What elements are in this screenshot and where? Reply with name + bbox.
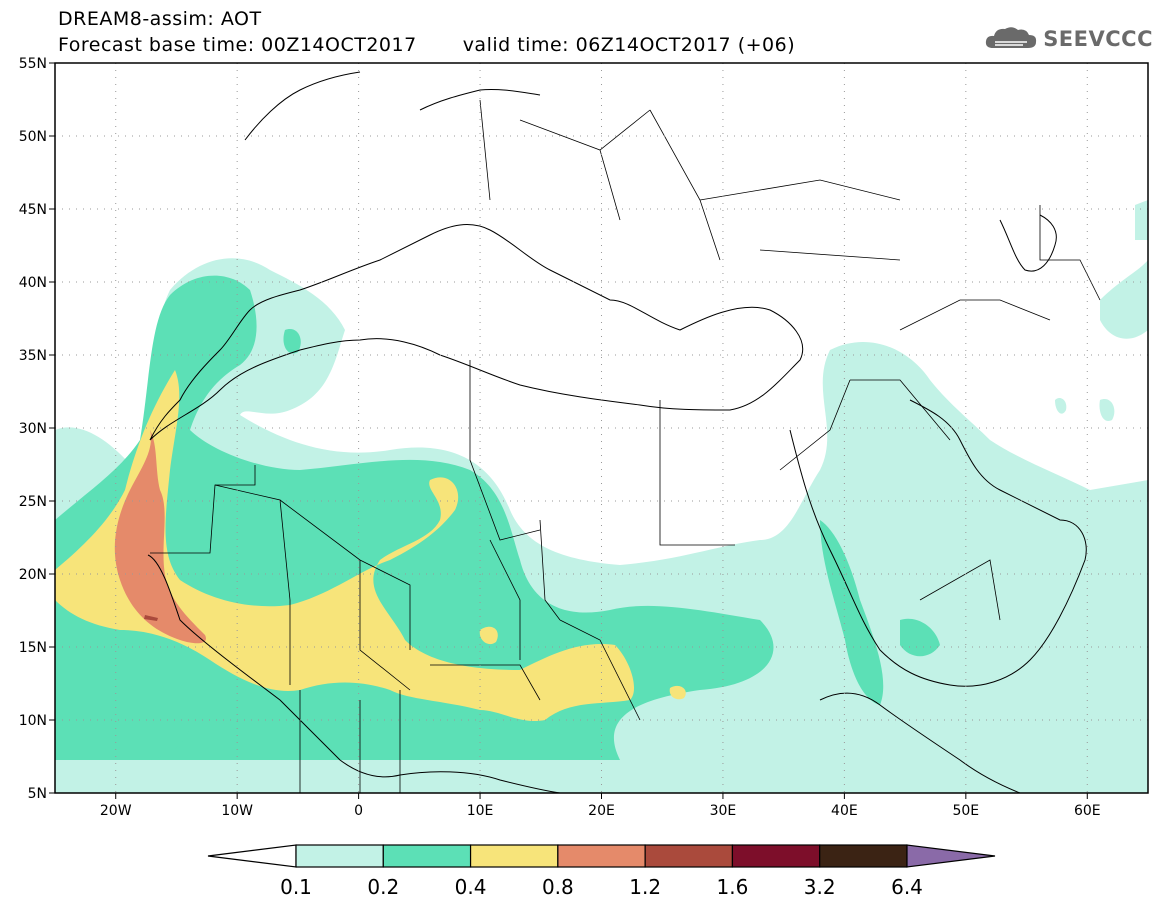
colorbar-tick-label: 6.4: [891, 875, 923, 899]
colorbar-low-arrow: [207, 844, 297, 868]
seevccc-logo: SEEVCCC: [983, 22, 1153, 56]
colorbar-bin: [469, 844, 559, 868]
colorbar-bin: [819, 844, 908, 868]
lon-tick-label: 0: [354, 803, 363, 819]
colorbar-tick-label: 0.4: [455, 875, 487, 899]
coastlines: [147, 71, 1087, 793]
colorbar-high-arrow: [906, 844, 996, 868]
longitude-axis: 20W 10W 0 10E 20E 30E 40E 50E 60E: [100, 793, 1101, 819]
colorbar-tick-label: 1.6: [717, 875, 749, 899]
logo-text: SEEVCCC: [1043, 27, 1153, 51]
forecast-base-time: Forecast base time: 00Z14OCT2017: [58, 34, 417, 56]
lon-tick-label: 30E: [710, 803, 737, 819]
lat-tick-label: 35N: [19, 348, 47, 364]
lat-tick-label: 15N: [19, 640, 47, 656]
colorbar-bin: [557, 844, 646, 868]
aot-field: [55, 200, 1148, 793]
lat-tick-label: 50N: [19, 129, 47, 145]
map-title: DREAM8-assim: AOT: [58, 8, 262, 30]
colorbar-tick-label: 0.1: [280, 875, 312, 899]
colorbar-tick-label: 0.8: [542, 875, 574, 899]
lat-tick-label: 5N: [28, 786, 47, 802]
colorbar-tick-label: 1.2: [629, 875, 661, 899]
lat-tick-label: 40N: [19, 275, 47, 291]
colorbar-bin: [644, 844, 734, 868]
lon-tick-label: 60E: [1074, 803, 1101, 819]
lon-tick-label: 20W: [100, 803, 132, 819]
lat-tick-label: 45N: [19, 202, 47, 218]
lon-tick-label: 10E: [467, 803, 494, 819]
lon-tick-label: 10W: [221, 803, 253, 819]
lon-tick-label: 50E: [952, 803, 979, 819]
valid-time: valid time: 06Z14OCT2017 (+06): [462, 34, 796, 56]
colorbar-tick-label: 3.2: [804, 875, 836, 899]
lat-tick-label: 10N: [19, 713, 47, 729]
map-subtitle: Forecast base time: 00Z14OCT2017 valid ti…: [58, 34, 795, 56]
latitude-axis: 55N 50N 45N 40N 35N 30N 25N 20N 15N 10N 5N: [19, 56, 55, 802]
lon-tick-label: 20E: [588, 803, 615, 819]
aot-colorbar: 0.1 0.2 0.4 0.8 1.2 1.6 3.2 6.4: [207, 844, 996, 899]
gridlines: [55, 63, 1148, 793]
lat-tick-label: 20N: [19, 567, 47, 583]
aot-level-1.2: [144, 615, 158, 621]
colorbar-bin: [295, 844, 384, 868]
aot-level-0.8: [114, 430, 206, 644]
lat-tick-label: 30N: [19, 421, 47, 437]
colorbar-bin: [731, 844, 821, 868]
borders: [150, 99, 1101, 793]
lat-tick-label: 55N: [19, 56, 47, 72]
colorbar-bin: [382, 844, 472, 868]
cloud-icon: [986, 27, 1037, 48]
colorbar-tick-label: 0.2: [367, 875, 399, 899]
lat-tick-label: 25N: [19, 494, 47, 510]
lon-tick-label: 40E: [831, 803, 858, 819]
